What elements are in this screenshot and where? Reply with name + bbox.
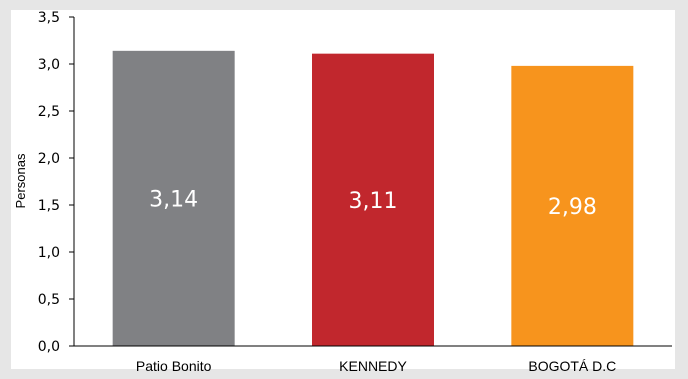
y-tick-label: 2,5 bbox=[38, 104, 60, 120]
y-tick-label: 1,0 bbox=[38, 245, 60, 261]
bar-value-label: 2,98 bbox=[548, 195, 597, 220]
bar-value-label: 3,11 bbox=[349, 189, 398, 214]
bars: 3,14 3,11 2,98 bbox=[112, 50, 634, 347]
y-axis-title: Personas bbox=[13, 153, 28, 208]
bar bbox=[312, 53, 434, 346]
bar bbox=[112, 50, 235, 347]
y-tick-label: 2,0 bbox=[38, 151, 60, 167]
bar-value-label: 3,14 bbox=[149, 187, 198, 212]
x-category-label: Patio Bonito bbox=[136, 358, 212, 374]
x-category-label: BOGOTÁ D.C bbox=[528, 358, 616, 374]
x-axis-labels: Patio Bonito KENNEDY BOGOTÁ D.C bbox=[136, 358, 616, 374]
y-tick-label: 0,5 bbox=[38, 292, 60, 308]
y-tick-label: 3,5 bbox=[38, 10, 60, 26]
y-tick-label: 0,0 bbox=[38, 339, 60, 355]
y-axis-ticks: 0,0 0,5 1,0 1,5 2,0 2,5 3,0 3,5 bbox=[38, 10, 74, 355]
bar bbox=[511, 65, 634, 346]
y-tick-label: 3,0 bbox=[38, 57, 60, 73]
x-category-label: KENNEDY bbox=[339, 358, 407, 374]
y-tick-label: 1,5 bbox=[38, 198, 60, 214]
